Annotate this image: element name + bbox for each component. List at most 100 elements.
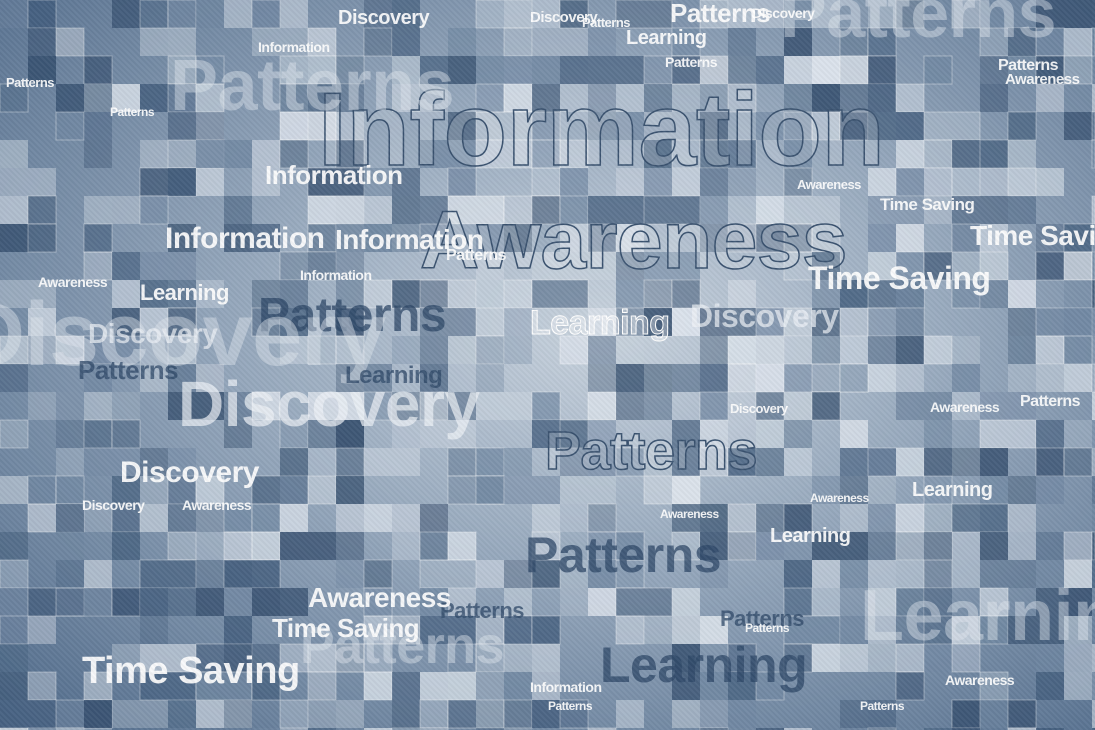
mosaic-block [700,308,756,336]
mosaic-block [392,336,420,364]
mosaic-block [811,111,841,141]
mosaic-block [307,643,365,673]
word-information-mid-2: Information [335,224,484,255]
mosaic-block [839,363,869,393]
word-patterns-small-3: Patterns [998,57,1059,74]
mosaic-block [279,83,337,113]
mosaic-block [699,391,729,421]
mosaic-block [783,363,841,393]
mosaic-block [55,475,85,505]
mosaic-block [924,420,952,448]
mosaic-block [56,504,84,532]
mosaic-block [308,252,364,280]
mosaic-block [251,503,281,533]
mosaic-block [420,84,448,112]
mosaic-block [84,112,112,140]
mosaic-block [0,559,29,589]
mosaic-block [447,447,477,477]
mosaic-block [1036,476,1064,504]
mosaic-block [924,588,952,616]
mosaic-block [335,139,365,169]
word-patterns-top-2: Patterns [670,0,771,28]
mosaic-block [560,224,588,252]
mosaic-block [504,448,532,476]
mosaic-block [896,448,924,476]
mosaic-block [196,0,252,28]
mosaic-block [503,27,533,57]
mosaic-block [0,672,28,700]
mosaic-block [336,196,392,224]
word-information-small: Information [258,39,330,55]
mosaic-block [252,280,280,308]
mosaic-block [895,671,925,701]
mosaic-block [531,279,589,309]
mosaic-block [560,168,588,196]
mosaic-block [336,476,364,504]
mosaic-block [1036,728,1064,730]
mosaic-block [279,111,337,141]
mosaic-block [504,560,532,588]
mosaic-block [868,336,896,364]
mosaic-block [168,700,196,728]
mosaic-block [279,139,309,169]
mosaic-block [1092,644,1095,672]
mosaic-block [112,476,140,504]
mosaic-block [868,224,896,252]
mosaic-block [1035,335,1065,365]
mosaic-block [868,364,896,392]
mosaic-block [476,364,504,392]
mosaic-block [223,559,281,589]
word-patterns-right: Patterns [525,527,722,583]
mosaic-block [896,308,924,336]
mosaic-block [504,476,560,504]
mosaic-block [839,55,869,85]
mosaic-block [363,559,393,589]
mosaic-block [1008,364,1036,392]
mosaic-block [168,588,196,616]
mosaic-block [840,420,868,448]
mosaic-block [447,643,477,673]
mosaic-block [476,560,532,588]
mosaic-block [867,727,897,730]
mosaic-block [923,475,953,505]
mosaic-block [504,644,560,672]
mosaic-block [755,391,785,421]
word-awareness-large: Awareness [419,195,848,286]
mosaic-block [83,55,113,85]
mosaic-block [952,392,980,420]
mosaic-block [728,140,756,168]
mosaic-block [0,335,29,365]
mosaic-block [868,252,896,280]
mosaic-block [756,420,784,448]
mosaic-block [699,447,729,477]
mosaic-block [896,728,952,730]
mosaic-block [1064,308,1095,336]
mosaic-block [672,308,700,336]
mosaic-block [560,560,588,588]
mosaic-block [952,364,980,392]
mosaic-block [784,532,812,560]
mosaic-block [251,671,281,701]
word-time-saving-4: Time Saving [272,613,420,643]
mosaic-block [448,588,476,616]
mosaic-block [448,28,476,56]
word-time-saving-5: Time Saving [880,195,975,214]
mosaic-block [0,280,56,308]
word-discovery-large: Discovery [178,368,480,440]
word-learning-mid: Learning [530,304,671,342]
mosaic-block [140,252,196,280]
mosaic-block [588,196,644,224]
mosaic-block [364,168,420,196]
mosaic-block [812,532,868,560]
mosaic-block [168,112,224,140]
word-awareness-small-6: Awareness [930,399,1000,415]
mosaic-block [0,644,28,672]
mosaic-block [980,224,1008,252]
mosaic-block [615,587,673,617]
mosaic-block [979,251,1009,281]
mosaic-block [308,728,336,730]
mosaic-block [0,168,56,196]
mosaic-block [840,448,896,476]
mosaic-block [952,336,980,364]
mosaic-block [896,560,952,588]
